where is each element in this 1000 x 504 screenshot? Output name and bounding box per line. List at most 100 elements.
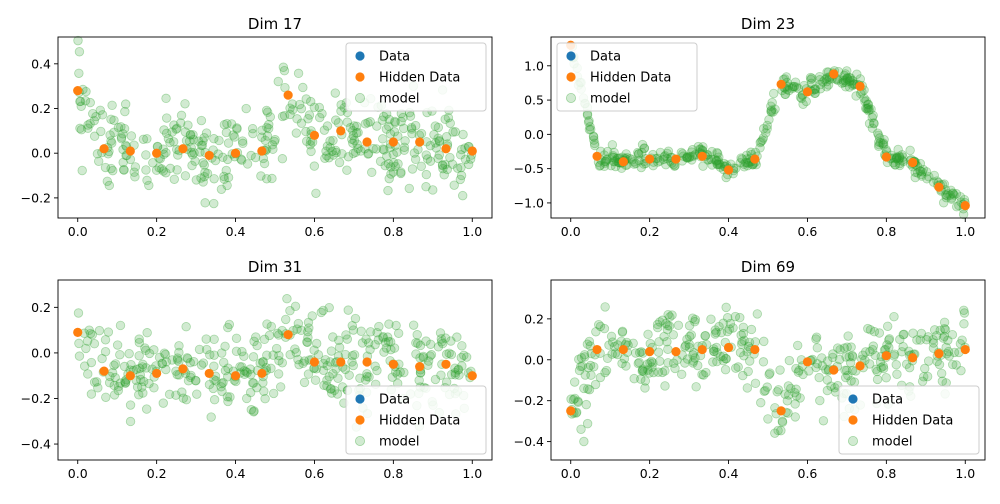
model-point xyxy=(134,351,144,361)
model-point xyxy=(248,128,258,139)
model-point xyxy=(89,377,100,387)
model-point xyxy=(199,133,209,143)
model-point xyxy=(654,337,664,347)
model-point xyxy=(789,81,799,92)
model-point xyxy=(399,142,410,152)
model-point xyxy=(686,147,697,157)
model-point xyxy=(446,369,457,380)
x-tick-label: 0.0 xyxy=(68,466,88,481)
model-point xyxy=(287,99,298,109)
model-point xyxy=(259,158,270,169)
model-point xyxy=(383,336,394,347)
hidden-data-point xyxy=(855,361,865,371)
model-point xyxy=(843,331,853,341)
model-point xyxy=(282,294,292,304)
model-point xyxy=(456,144,467,155)
model-point xyxy=(319,380,329,390)
model-point xyxy=(296,325,306,336)
model-point xyxy=(386,337,396,347)
model-point xyxy=(85,97,95,108)
model-point xyxy=(874,328,885,338)
model-point xyxy=(191,376,201,386)
hidden-data-point xyxy=(257,368,267,379)
model-point xyxy=(94,325,105,336)
model-point xyxy=(209,361,219,371)
model-point xyxy=(383,185,393,196)
model-point xyxy=(221,127,232,138)
model-point xyxy=(285,103,295,113)
model-point xyxy=(663,320,673,331)
subplot-2: Dim 23 0.0 0.2 0.4 0.6 0.8 1.0 −1.0 −0.5 0.0 0.5 1.… xyxy=(514,15,986,239)
model-point xyxy=(955,192,966,202)
model-point xyxy=(648,358,658,368)
model-point xyxy=(842,73,852,83)
model-point xyxy=(439,170,449,180)
model-point xyxy=(211,376,221,386)
model-point xyxy=(453,364,464,375)
model-point xyxy=(742,158,752,168)
model-point xyxy=(268,388,279,399)
model-point xyxy=(134,334,144,344)
model-point xyxy=(256,171,266,181)
model-point xyxy=(228,130,238,140)
model-point xyxy=(399,367,409,378)
model-point xyxy=(691,382,701,392)
model-point xyxy=(185,372,196,382)
model-point xyxy=(157,359,167,369)
model-point xyxy=(361,334,371,344)
model-point xyxy=(180,99,190,109)
model-point xyxy=(923,356,934,366)
model-point xyxy=(690,353,700,363)
hidden-data-point xyxy=(881,351,891,361)
model-point xyxy=(945,190,955,200)
model-point xyxy=(941,190,951,200)
model-point xyxy=(425,339,436,349)
model-point xyxy=(288,105,298,115)
model-point xyxy=(642,359,653,369)
model-point xyxy=(292,324,302,334)
model-point xyxy=(820,75,830,85)
y-tick-label: 1.0 xyxy=(524,58,544,73)
hidden-data-point xyxy=(125,371,135,381)
model-point xyxy=(271,343,282,354)
model-point xyxy=(92,149,103,159)
model-point xyxy=(446,336,456,346)
model-point xyxy=(140,343,150,353)
model-point xyxy=(378,331,388,342)
model-point xyxy=(582,339,593,349)
model-point xyxy=(840,75,851,86)
model-point xyxy=(410,154,421,165)
model-point xyxy=(577,361,587,371)
model-point xyxy=(892,152,902,162)
legend: Data Hidden Data model xyxy=(345,385,487,455)
y-tick-label: 0.4 xyxy=(31,56,51,71)
model-point xyxy=(217,378,227,389)
model-point xyxy=(743,158,754,168)
model-point xyxy=(791,391,802,401)
model-point xyxy=(138,359,148,370)
model-point xyxy=(657,315,668,325)
model-point xyxy=(822,82,832,92)
model-point xyxy=(871,364,881,375)
model-point xyxy=(617,326,628,336)
model-point xyxy=(453,365,463,375)
model-point xyxy=(347,320,357,331)
model-point xyxy=(274,330,284,340)
model-point xyxy=(298,82,308,93)
model-point xyxy=(379,111,389,122)
model-point xyxy=(634,357,644,368)
model-point xyxy=(357,338,368,348)
model-point xyxy=(865,325,876,335)
model-point xyxy=(795,92,806,103)
hidden-data-point xyxy=(152,148,162,158)
model-point xyxy=(735,312,745,323)
model-point xyxy=(442,164,452,175)
model-point xyxy=(76,101,86,111)
y-tick-label: 0.0 xyxy=(31,345,51,360)
y-tick-label: −0.5 xyxy=(514,161,544,176)
model-point xyxy=(77,165,87,176)
model-point xyxy=(113,381,124,392)
model-point xyxy=(239,366,249,376)
model-point xyxy=(137,362,148,372)
model-point xyxy=(917,167,927,177)
